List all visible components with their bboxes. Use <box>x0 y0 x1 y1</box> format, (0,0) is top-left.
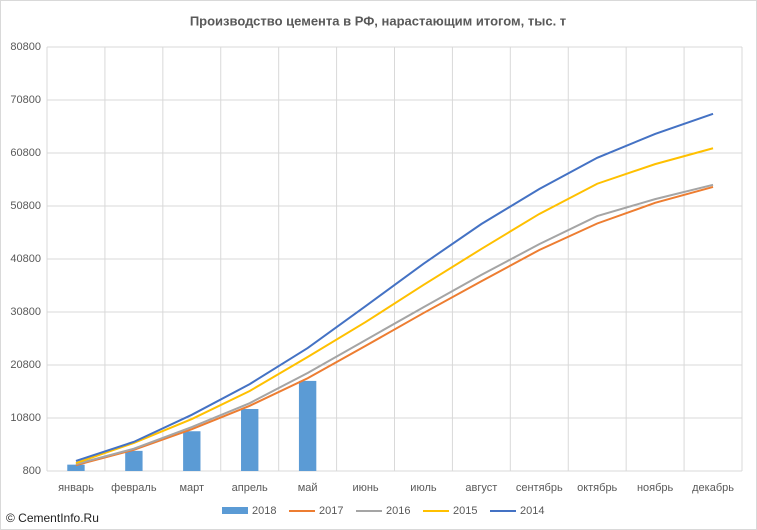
legend-label: 2015 <box>453 505 477 517</box>
legend-label: 2018 <box>252 505 276 517</box>
x-tick-label: апрель <box>232 482 268 494</box>
x-tick-label: февраль <box>111 482 157 494</box>
line-series <box>75 185 714 467</box>
y-tick-label: 60800 <box>10 147 41 159</box>
y-tick-label: 70800 <box>10 94 41 106</box>
chart-title: Производство цемента в РФ, нарастающим и… <box>190 13 566 28</box>
x-tick-label: сентябрь <box>516 482 563 494</box>
x-tick-label: декабрь <box>692 482 734 494</box>
y-tick-label: 30800 <box>10 306 41 318</box>
x-tick-label: ноябрь <box>637 482 674 494</box>
x-tick-label: октябрь <box>577 482 617 494</box>
y-tick-label: 40800 <box>10 253 41 265</box>
x-tick-label: июль <box>410 482 437 494</box>
legend-label: 2016 <box>386 505 410 517</box>
x-tick-label: январь <box>58 482 94 494</box>
y-tick-label: 80800 <box>10 41 41 53</box>
x-tick-label: август <box>465 482 497 494</box>
bar <box>125 450 143 471</box>
bar <box>67 464 85 471</box>
line-series <box>75 147 714 464</box>
x-tick-label: май <box>298 482 318 494</box>
y-tick-label: 50800 <box>10 200 41 212</box>
legend-label: 2014 <box>520 505 544 517</box>
x-tick-label: июнь <box>352 482 378 494</box>
x-tick-label: март <box>179 482 204 494</box>
y-tick-label: 800 <box>23 465 41 477</box>
legend-swatch <box>222 507 248 514</box>
line-series <box>75 183 714 466</box>
bar <box>298 380 317 471</box>
watermark: © CementInfo.Ru <box>6 511 99 525</box>
legend-label: 2017 <box>319 505 343 517</box>
line-series <box>75 112 714 462</box>
bar <box>241 408 259 471</box>
y-tick-label: 10800 <box>10 412 41 424</box>
y-tick-label: 20800 <box>10 359 41 371</box>
bar <box>183 431 201 471</box>
